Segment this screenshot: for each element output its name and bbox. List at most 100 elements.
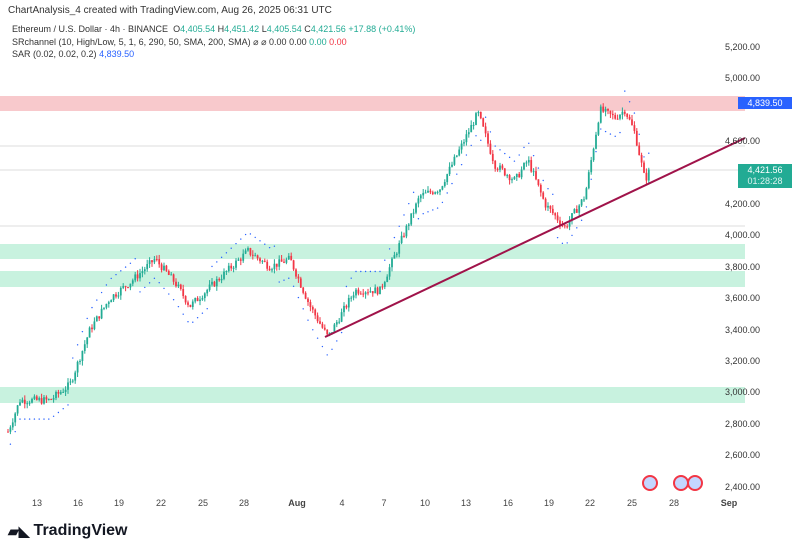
candle	[484, 126, 487, 134]
event-icon[interactable]	[642, 475, 658, 491]
sar-dot	[643, 156, 645, 158]
srchannel-legend[interactable]: SRchannel (10, High/Low, 5, 1, 6, 290, 5…	[12, 37, 347, 47]
candle	[43, 397, 45, 404]
candle	[518, 173, 521, 178]
candle	[31, 398, 33, 403]
candle	[506, 175, 509, 177]
resistance-zone	[0, 96, 745, 111]
candle	[199, 299, 201, 302]
price-tick: 4,200.00	[724, 199, 760, 209]
sar-dot	[470, 144, 472, 147]
sar-dot	[163, 287, 165, 290]
candle	[429, 190, 432, 193]
sar-dot	[508, 156, 511, 159]
candle	[592, 148, 595, 161]
candle	[172, 274, 175, 282]
sar-dot	[600, 128, 602, 130]
candle	[316, 315, 319, 322]
sar-dot	[494, 145, 496, 147]
candle	[19, 402, 21, 406]
sar-dot	[182, 313, 184, 315]
candle	[115, 294, 117, 297]
sar-dot	[556, 236, 559, 239]
sar-dot	[211, 265, 213, 268]
candle	[460, 143, 463, 150]
candle	[33, 396, 36, 399]
sar-dot	[307, 319, 309, 321]
candle	[374, 287, 377, 294]
candle	[189, 304, 192, 308]
candle	[357, 289, 360, 294]
price-tick: 5,000.00	[724, 73, 760, 84]
candle	[122, 286, 125, 288]
change-value: +17.88 (+0.41%)	[348, 24, 416, 34]
candle	[551, 208, 554, 214]
candle	[143, 269, 146, 272]
candle	[139, 273, 141, 279]
sar-dot	[614, 135, 616, 138]
sar-dot	[571, 234, 573, 237]
candle	[609, 110, 612, 114]
symbol-name: Ethereum / U.S. Dollar · 4h · BINANCE	[12, 24, 169, 34]
sar-dot	[86, 317, 88, 320]
event-icon[interactable]	[687, 475, 703, 491]
candle	[619, 114, 621, 119]
candle	[203, 293, 206, 299]
candle	[124, 286, 127, 288]
candle	[206, 289, 209, 294]
candle	[107, 302, 110, 304]
trendline	[324, 137, 745, 338]
candle	[362, 293, 365, 295]
last-price-badge: 4,421.56 01:28:28	[738, 164, 792, 188]
candle	[7, 431, 9, 433]
candle	[261, 260, 264, 262]
sar-dot	[446, 192, 448, 194]
candle	[513, 177, 516, 180]
candle	[482, 118, 485, 127]
candle	[403, 235, 405, 237]
candle	[153, 259, 156, 263]
tv-logo-icon: ▰◣	[8, 522, 30, 539]
candle	[112, 294, 115, 301]
candle	[571, 213, 573, 221]
candle	[547, 205, 549, 208]
sar-dot	[220, 256, 223, 259]
candle	[470, 124, 473, 133]
candle	[74, 372, 77, 381]
candle	[91, 327, 93, 330]
sar-dot	[460, 163, 463, 166]
candle	[64, 389, 67, 392]
candle	[554, 213, 557, 216]
sar-dot	[412, 191, 415, 194]
sar-dot	[523, 146, 525, 149]
candle	[415, 203, 417, 213]
candle	[59, 392, 62, 394]
price-chart[interactable]	[0, 0, 745, 490]
sar-dot	[580, 219, 583, 222]
candle	[494, 160, 497, 169]
candle	[508, 175, 511, 181]
sar-dot	[33, 418, 36, 420]
visibility-icon[interactable]: ⌀ ⌀	[253, 37, 267, 47]
candle	[340, 312, 343, 322]
candle	[391, 258, 393, 268]
candle	[424, 192, 427, 194]
candle	[81, 350, 84, 361]
candle	[287, 255, 290, 260]
candle	[328, 332, 331, 335]
sar-dot	[633, 112, 636, 114]
candle	[607, 108, 609, 111]
candle	[326, 329, 329, 335]
sar-dot	[451, 182, 453, 185]
candle	[184, 296, 187, 303]
candle	[573, 209, 576, 214]
sar-dot	[436, 207, 439, 209]
sar-dot	[398, 225, 400, 227]
candle	[503, 168, 506, 176]
candle	[575, 209, 578, 213]
sar-dot	[456, 173, 458, 175]
sar-legend[interactable]: SAR (0.02, 0.02, 0.2) 4,839.50	[12, 49, 135, 59]
price-tick: 3,000.00	[724, 387, 760, 398]
candle	[131, 280, 134, 284]
candle	[364, 292, 367, 295]
